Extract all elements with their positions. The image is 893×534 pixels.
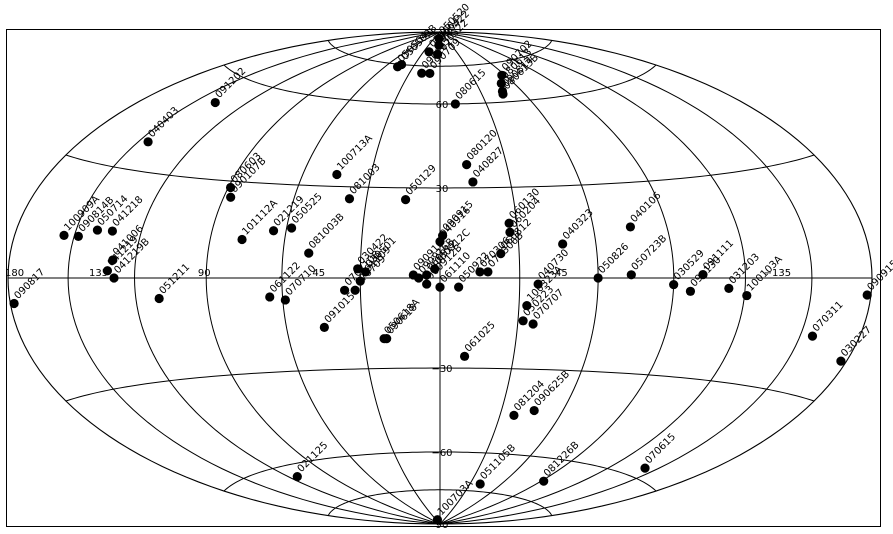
lon-tick-label: −45 — [547, 268, 568, 279]
event-point — [450, 99, 460, 109]
lat-tick-label: −30 — [431, 364, 452, 375]
axis-tick-labels: 180 135 90 45 −45 −135 60 30 −30 −60 90 — [5, 100, 791, 531]
event-point — [483, 267, 493, 277]
event-point — [434, 40, 444, 50]
parallel-line — [223, 64, 657, 105]
event-point — [344, 194, 355, 204]
event-point — [685, 286, 696, 296]
event-point — [836, 356, 846, 366]
lon-tick-label: −135 — [764, 268, 791, 279]
event-point — [237, 234, 247, 245]
event-point — [497, 70, 507, 80]
parallel-line — [223, 451, 657, 492]
event-point — [340, 285, 350, 295]
event-point — [92, 225, 103, 235]
event-point — [226, 192, 236, 202]
event-point — [432, 49, 443, 59]
event-point — [459, 351, 470, 361]
lon-tick-label: 180 — [5, 268, 24, 279]
event-point — [350, 285, 360, 295]
event-point — [59, 230, 69, 240]
event-point — [143, 137, 153, 147]
event-point — [292, 472, 302, 482]
event-point — [109, 273, 119, 283]
event-point — [73, 231, 83, 241]
event-point — [417, 68, 427, 78]
parallel-line — [65, 154, 815, 189]
event-point — [422, 279, 432, 289]
event-point — [505, 227, 515, 237]
event-point — [435, 282, 445, 292]
graticule — [7, 31, 873, 525]
event-point — [518, 316, 528, 326]
event-point — [9, 298, 19, 309]
event-point — [425, 68, 435, 79]
event-point — [422, 270, 432, 280]
parallel-line — [327, 40, 553, 67]
event-point — [108, 255, 118, 265]
event-point — [625, 222, 636, 232]
event-point — [496, 78, 506, 88]
event-point — [434, 33, 444, 44]
event-point — [496, 249, 506, 259]
lon-tick-label: 135 — [89, 268, 108, 279]
event-point — [522, 300, 532, 311]
event-point — [454, 282, 464, 292]
event-point — [698, 270, 708, 280]
event-point — [424, 47, 434, 57]
event-point — [528, 319, 538, 329]
event-point — [210, 97, 220, 108]
event-point — [593, 273, 603, 283]
lat-tick-label: −60 — [431, 448, 452, 459]
event-point — [353, 264, 363, 274]
event-point — [107, 226, 118, 236]
event-point — [462, 160, 472, 170]
event-point — [280, 295, 290, 305]
event-point — [475, 267, 485, 277]
event-point — [626, 270, 636, 280]
event-point — [529, 405, 539, 416]
parallel-line — [327, 489, 553, 516]
event-point — [265, 292, 275, 302]
event-point — [435, 237, 445, 247]
event-point — [509, 410, 519, 420]
parallel-line — [65, 367, 815, 402]
event-point — [268, 226, 279, 236]
event-point — [102, 266, 113, 276]
event-point — [392, 62, 403, 72]
event-point — [468, 177, 478, 187]
event-point — [379, 334, 389, 344]
event-point — [319, 322, 329, 332]
lat-tick-label: 60 — [436, 100, 449, 111]
event-point — [669, 279, 679, 290]
event-point — [355, 276, 365, 286]
lon-tick-label: 90 — [198, 268, 211, 279]
event-point — [401, 195, 411, 205]
event-point — [807, 331, 818, 341]
event-point — [558, 239, 568, 249]
lat-tick-label: 90 — [436, 520, 449, 531]
event-point — [742, 290, 752, 301]
event-point — [332, 169, 342, 180]
event-point — [430, 264, 440, 274]
event-point — [225, 182, 236, 193]
event-point — [414, 273, 424, 283]
event-point — [498, 89, 508, 99]
event-point — [862, 290, 872, 300]
event-point — [287, 223, 297, 233]
lon-tick-label: 45 — [312, 268, 325, 279]
event-point — [533, 279, 543, 289]
event-point — [504, 218, 514, 228]
event-point — [724, 283, 734, 293]
event-point — [539, 476, 549, 486]
event-point — [640, 463, 650, 473]
event-point — [154, 293, 164, 304]
event-point — [432, 515, 443, 525]
event-point — [304, 248, 314, 258]
lat-tick-label: 30 — [436, 184, 449, 195]
event-point — [360, 267, 371, 277]
event-point — [475, 479, 485, 489]
